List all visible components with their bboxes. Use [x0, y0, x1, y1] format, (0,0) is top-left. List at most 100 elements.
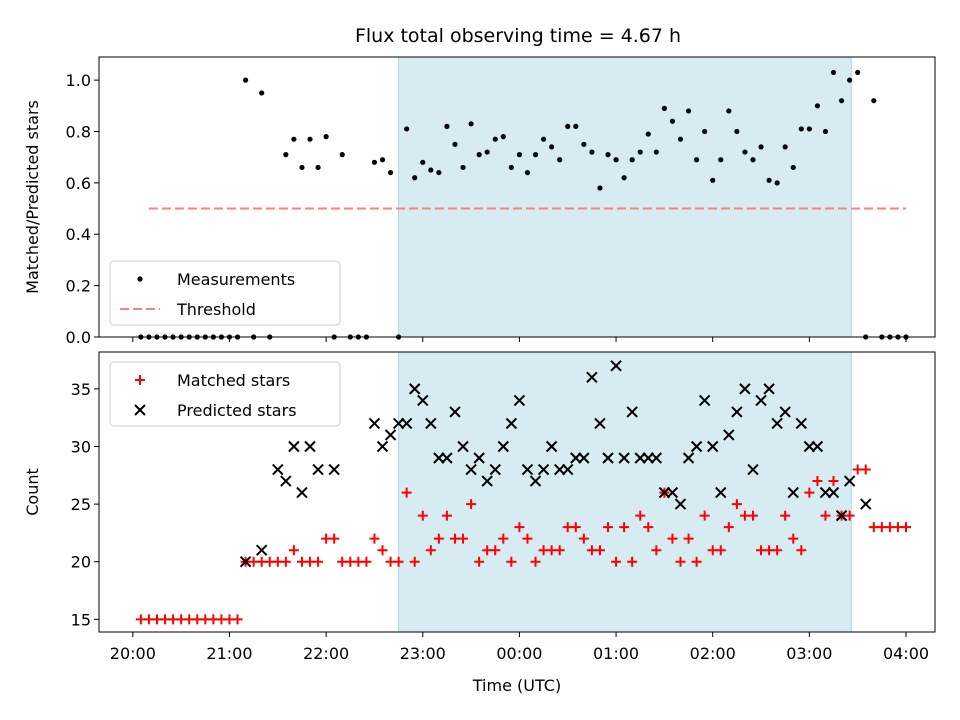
- measurement-point: [468, 121, 474, 127]
- x-tick-label: 23:00: [400, 644, 446, 663]
- predicted-star-point: [747, 463, 759, 476]
- predicted-star-point: [578, 452, 590, 464]
- predicted-star-point: [602, 452, 614, 464]
- matched-star-point: [433, 533, 444, 544]
- predicted-star-point: [513, 394, 526, 407]
- matched-star-point: [530, 556, 541, 567]
- measurement-point: [540, 136, 547, 142]
- x-tick-label: 03:00: [786, 644, 832, 663]
- matched-star-point: [522, 533, 533, 544]
- predicted-star-point: [666, 486, 679, 499]
- measurement-point: [822, 128, 829, 135]
- measurement-point: [323, 134, 329, 140]
- predicted-star-point: [497, 440, 510, 453]
- matched-star-point: [506, 556, 517, 567]
- measurement-point: [798, 126, 804, 132]
- legend-predicted-swatch: [134, 404, 146, 416]
- measurement-point: [452, 141, 458, 147]
- matched-star-point: [691, 556, 702, 567]
- bottom-panel-x-axis: 20:00 21:00 22:00 23:00 00:00 01:00 02:00 03:00…: [110, 632, 929, 663]
- matched-star-point: [796, 545, 807, 556]
- measurement-point: [412, 175, 418, 181]
- matched-star-point: [377, 545, 388, 556]
- predicted-star-point: [755, 394, 767, 407]
- measurement-point: [460, 164, 466, 171]
- bottom-panel-y-axis-label: Count: [23, 468, 42, 516]
- chart-title: Flux total observing time = 4.67 h: [355, 25, 681, 47]
- measurement-point: [444, 123, 450, 129]
- measurement-point: [532, 152, 539, 158]
- measurement-point: [291, 136, 297, 142]
- matched-star-point: [466, 499, 477, 510]
- predicted-star-point: [449, 406, 461, 418]
- predicted-star-point: [787, 486, 799, 499]
- measurement-point: [476, 152, 482, 158]
- measurement-point: [637, 149, 643, 155]
- x-tick-label: 22:00: [303, 644, 349, 663]
- matched-star-point: [401, 487, 412, 498]
- matched-star-point: [554, 545, 565, 556]
- legend-label: Measurements: [177, 270, 295, 289]
- matched-star-point: [619, 522, 630, 533]
- measurement-point: [573, 123, 579, 129]
- measurement-point: [621, 175, 627, 181]
- legend-matched-swatch: [135, 375, 145, 385]
- predicted-star-point: [505, 417, 518, 430]
- matched-star-point: [643, 522, 654, 533]
- predicted-star-point: [457, 440, 469, 453]
- measurement-point: [508, 164, 514, 171]
- measurement-point: [750, 157, 756, 163]
- matched-star-point: [627, 556, 638, 567]
- x-tick-label: 20:00: [110, 644, 156, 663]
- y-tick-label: 1.0: [66, 71, 91, 90]
- top-panel-y-axis: 0.0 0.2 0.4 0.6 0.8 1.0: [66, 71, 99, 347]
- measurement-point: [661, 105, 667, 111]
- predicted-star-point: [586, 371, 598, 384]
- top-panel-x-ticks: [132, 337, 907, 342]
- matched-star-point: [901, 522, 912, 533]
- predicted-star-point: [296, 486, 308, 499]
- x-axis-label: Time (UTC): [472, 676, 561, 695]
- observing-window-span: [398, 56, 852, 338]
- measurement-point: [734, 128, 740, 135]
- predicted-star-point: [288, 440, 300, 453]
- measurement-point: [613, 157, 619, 163]
- measurement-point: [524, 169, 531, 176]
- predicted-star-point: [682, 452, 695, 464]
- legend-label: Predicted stars: [177, 401, 297, 420]
- predicted-star-point: [731, 406, 743, 418]
- measurement-point: [436, 169, 442, 176]
- matched-star-point: [578, 533, 589, 544]
- predicted-star-point: [255, 544, 268, 556]
- predicted-star-point: [409, 383, 421, 395]
- legend-label: Threshold: [176, 300, 256, 319]
- matched-star-point: [804, 487, 815, 498]
- top-panel-frame: [98, 56, 936, 338]
- matched-star-point: [441, 510, 452, 521]
- predicted-star-point: [368, 417, 381, 430]
- y-tick-label: 30: [71, 437, 91, 456]
- measurement-point: [629, 157, 635, 163]
- matched-star-point: [409, 556, 420, 567]
- matched-star-point: [425, 545, 436, 556]
- y-tick-label: 20: [71, 553, 91, 572]
- predicted-star-point: [795, 417, 808, 430]
- x-tick-label: 04:00: [883, 644, 929, 663]
- predicted-star-point: [376, 440, 389, 453]
- matched-star-point: [611, 556, 622, 567]
- predicted-star-point: [835, 509, 848, 522]
- y-tick-label: 0.4: [66, 225, 91, 244]
- predicted-star-point: [674, 498, 687, 510]
- matched-star-point: [772, 545, 783, 556]
- matched-star-point: [280, 556, 291, 567]
- predicted-star-point: [272, 463, 284, 476]
- x-tick-label: 21:00: [206, 644, 252, 663]
- matched-star-point: [860, 464, 871, 475]
- measurement-point: [855, 69, 861, 76]
- predicted-star-point: [529, 475, 542, 487]
- y-tick-label: 0.8: [66, 122, 91, 141]
- measurement-point: [484, 149, 490, 155]
- measurement-point: [500, 134, 506, 140]
- matched-star-point: [458, 533, 469, 544]
- measurement-point: [758, 144, 764, 150]
